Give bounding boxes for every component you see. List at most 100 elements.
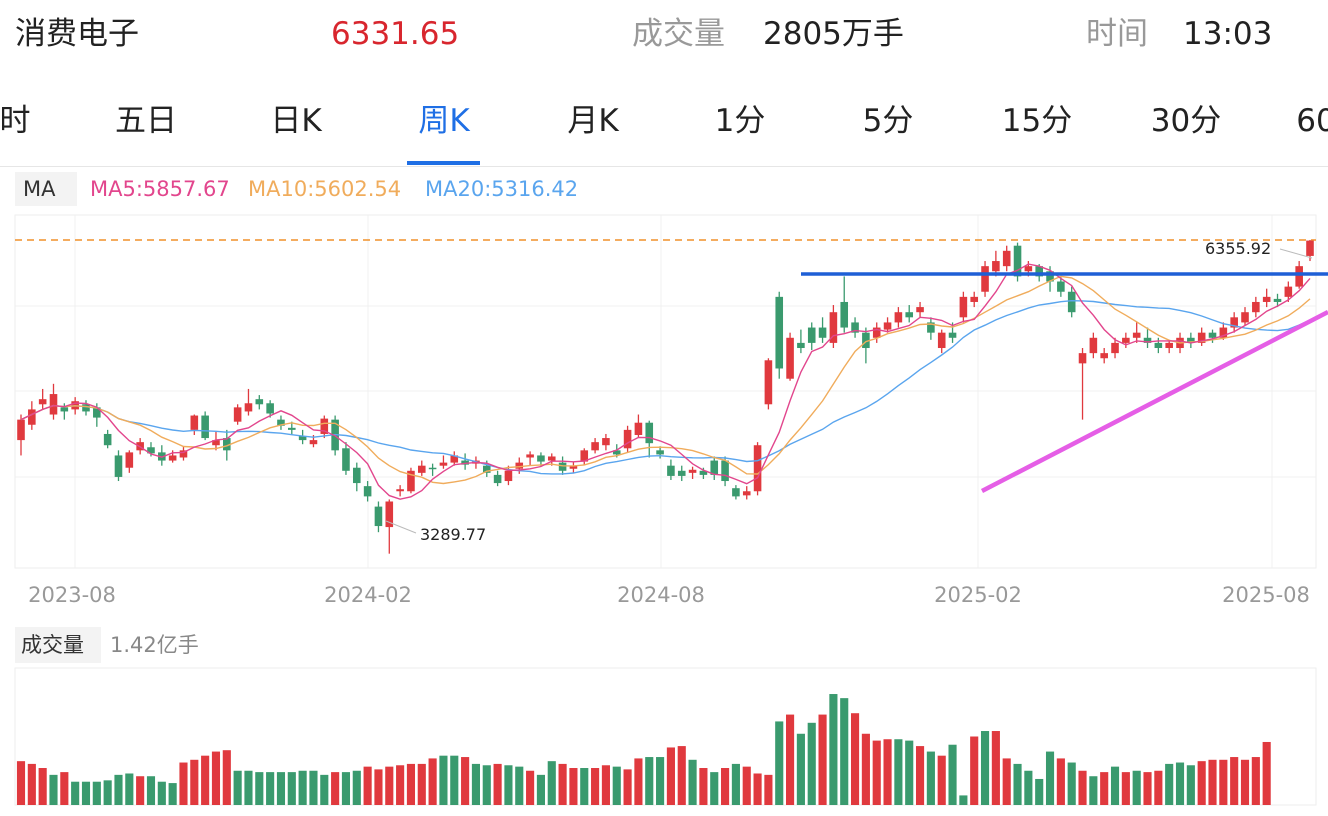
candle-body: [277, 419, 285, 426]
volume-bar: [1121, 772, 1130, 805]
volume-bar: [1110, 766, 1120, 805]
candle-body: [17, 419, 25, 441]
candle-body: [461, 460, 469, 465]
candle-body: [320, 418, 329, 434]
candle-body: [363, 486, 372, 497]
candle-body: [352, 467, 361, 484]
volume-bar: [255, 772, 264, 805]
tab-intraday[interactable]: 时: [0, 103, 31, 139]
volume-bar: [1240, 759, 1250, 805]
tab-15-min[interactable]: 15分: [1001, 103, 1073, 139]
volume-value: 2805万手: [763, 16, 904, 52]
tab-monthly-k[interactable]: 月K: [567, 103, 619, 139]
candle-body: [1100, 353, 1108, 359]
candle-body: [1219, 327, 1228, 338]
volume-bar: [385, 766, 394, 805]
candle-body: [493, 474, 502, 484]
candle-body: [537, 455, 545, 462]
volume-bar: [298, 770, 307, 805]
candle-body: [450, 455, 459, 463]
candle-body: [482, 465, 491, 473]
volume-bar: [601, 765, 610, 805]
volume-bar: [1165, 763, 1174, 805]
volume-bar: [677, 746, 686, 805]
volume-bar: [276, 772, 286, 805]
candle-body: [688, 469, 697, 473]
volume-panel-value: 1.42亿手: [110, 633, 199, 657]
tab-weekly-k[interactable]: 周K: [418, 103, 470, 139]
tab-daily-k[interactable]: 日K: [270, 103, 322, 139]
volume-bar: [764, 774, 773, 805]
volume-selector[interactable]: 成交量: [15, 627, 101, 663]
candle-body: [786, 337, 794, 379]
candle-body: [504, 470, 513, 482]
candle-body: [223, 438, 231, 451]
candle-body: [428, 467, 437, 470]
candle-body: [49, 394, 58, 415]
candle-body: [862, 332, 870, 349]
candle-body: [38, 399, 47, 405]
high-marker-label: 6355.92: [1205, 239, 1271, 258]
candle-body: [667, 465, 675, 476]
high-marker-leader: [1279, 248, 1313, 259]
volume-bar: [1035, 778, 1044, 805]
volume-bar: [569, 768, 578, 805]
candle-body: [385, 501, 394, 528]
volume-bar: [1100, 772, 1109, 805]
ma5-legend: MA5:5857.67: [90, 177, 230, 201]
candle-body: [1024, 266, 1033, 272]
volume-bar: [656, 757, 665, 805]
volume-bar: [959, 795, 968, 805]
volume-bar: [1013, 763, 1022, 805]
volume-bar: [60, 772, 69, 805]
candle-body: [807, 327, 816, 343]
index-name: 消费电子: [15, 16, 139, 52]
volume-bar: [666, 747, 675, 805]
volume-bar: [515, 766, 524, 805]
volume-bar: [894, 739, 903, 805]
candle-body: [212, 440, 220, 446]
volume-bar: [363, 766, 372, 805]
volume-bar: [1143, 772, 1152, 805]
tab-60-min[interactable]: 60: [1296, 103, 1328, 139]
volume-bar: [721, 768, 730, 805]
tab-1-min[interactable]: 1分: [714, 103, 766, 139]
volume-bar: [179, 762, 188, 805]
low-marker-label: 3289.77: [420, 525, 486, 544]
candle-body: [645, 422, 654, 444]
candle-body: [1067, 291, 1076, 313]
volume-bar: [1132, 770, 1141, 805]
candle-body: [255, 399, 264, 405]
ma5-line: [20, 263, 1311, 500]
candle-body: [602, 438, 610, 446]
candle-body: [1002, 250, 1011, 267]
candle-body: [1035, 266, 1043, 277]
volume-bar: [710, 772, 719, 805]
volume-bar: [731, 763, 740, 805]
volume-bar: [742, 766, 751, 805]
candle-body: [417, 465, 426, 473]
candle-body: [1143, 337, 1152, 343]
tab-five-day[interactable]: 五日: [115, 103, 177, 139]
volume-bar: [374, 769, 383, 805]
x-tick-label: 2025-02: [934, 583, 1022, 607]
tab-30-min[interactable]: 30分: [1150, 103, 1222, 139]
volume-bar: [341, 772, 351, 805]
candle-body: [93, 407, 101, 418]
candle-body: [233, 407, 242, 422]
candle-body: [981, 266, 989, 292]
index-price: 6331.65: [331, 16, 460, 52]
tab-5-min[interactable]: 5分: [862, 103, 914, 139]
candle-body: [190, 415, 199, 430]
candle-body: [298, 436, 307, 441]
volume-bar: [461, 757, 470, 805]
volume-bar: [645, 757, 654, 805]
volume-bar: [168, 783, 177, 805]
volume-bar: [482, 765, 491, 805]
x-tick-label: 2025-08: [1222, 583, 1310, 607]
volume-bar: [591, 768, 600, 805]
volume-bar: [861, 733, 870, 805]
ma-selector[interactable]: MA: [15, 172, 77, 206]
candle-body: [515, 462, 524, 469]
